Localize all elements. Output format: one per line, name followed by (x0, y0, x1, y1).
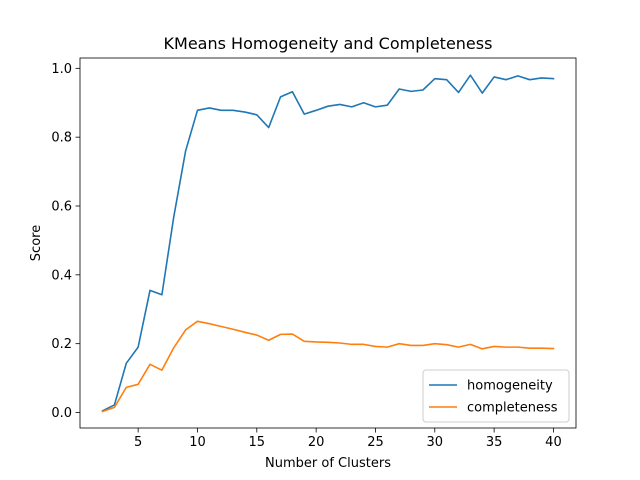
legend-box (422, 369, 570, 423)
y-tick-label: 0.4 (51, 268, 72, 283)
y-axis-title: Score (29, 225, 44, 261)
x-tick-label: 25 (367, 435, 384, 450)
chart-title: KMeans Homogeneity and Completeness (164, 34, 493, 53)
x-axis-title: Number of Clusters (265, 456, 391, 471)
y-axis: 0.0 0.2 0.4 0.6 0.8 1.0 (51, 62, 80, 421)
x-tick-label: 15 (249, 435, 266, 450)
plot-frame (79, 57, 577, 429)
y-tick-label: 0.2 (51, 337, 72, 352)
series-line-homogeneity (101, 74, 555, 412)
x-tick-label: 40 (545, 435, 562, 450)
y-tick-label: 0.0 (51, 406, 72, 421)
x-tick-label: 10 (189, 435, 206, 450)
legend-entries: homogeneity completeness (429, 379, 558, 416)
series-line-completeness (101, 320, 555, 413)
plot-area (79, 57, 577, 429)
y-tick-label: 1.0 (51, 62, 72, 77)
series-layer (101, 74, 555, 413)
legend-label-homogeneity: homogeneity (467, 379, 553, 394)
legend: homogeneity completeness (422, 369, 570, 423)
x-tick-label: 5 (134, 435, 142, 450)
x-tick-label: 20 (308, 435, 325, 450)
y-tick-label: 0.8 (51, 131, 72, 146)
y-tick-label: 0.6 (51, 200, 72, 215)
x-axis: 5 10 15 20 25 30 35 40 (134, 428, 562, 450)
x-tick-label: 30 (427, 435, 444, 450)
plot-background (80, 58, 576, 428)
x-tick-label: 35 (486, 435, 503, 450)
legend-label-completeness: completeness (467, 401, 558, 416)
